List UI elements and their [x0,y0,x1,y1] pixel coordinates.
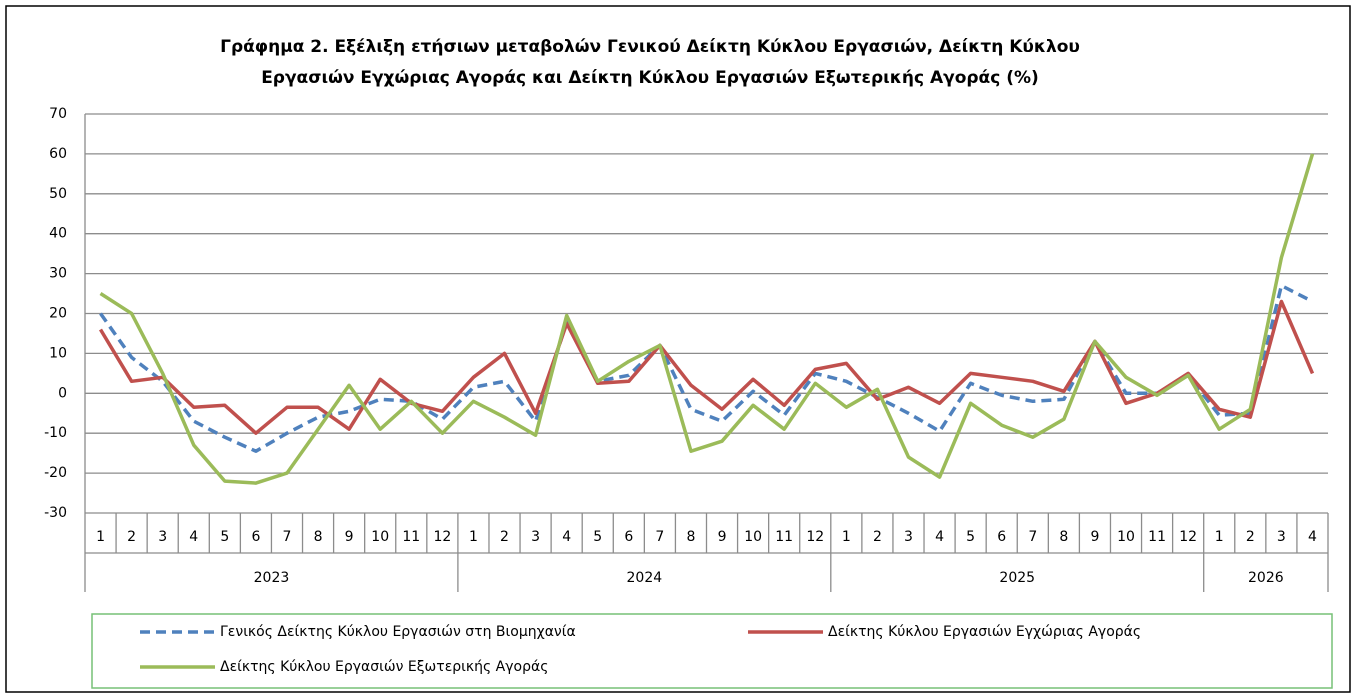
x-tick-label: 1 [842,529,851,545]
x-tick-label: 6 [251,529,260,545]
chart-title: Γράφημα 2. Εξέλιξη ετήσιων μεταβολών Γεν… [220,37,1080,57]
x-tick-label: 4 [935,529,944,545]
x-tick-label: 9 [718,529,727,545]
x-tick-label: 3 [904,529,913,545]
x-tick-label: 4 [1308,529,1317,545]
group-label: 2026 [1248,570,1284,586]
x-tick-label: 1 [469,529,478,545]
x-tick-label: 1 [96,529,105,545]
x-tick-label: 10 [1117,529,1135,545]
x-tick-label: 11 [775,529,793,545]
x-tick-label: 3 [531,529,540,545]
chart-frame [5,5,1351,693]
x-tick-label: 11 [402,529,420,545]
y-tick-label: -20 [44,465,67,481]
x-tick-label: 10 [744,529,762,545]
legend-label: Δείκτης Κύκλου Εργασιών Εξωτερικής Αγορά… [220,659,548,675]
x-tick-label: 7 [655,529,664,545]
y-tick-label: -10 [44,425,67,441]
x-tick-label: 12 [806,529,824,545]
group-label: 2025 [999,570,1035,586]
x-tick-label: 12 [433,529,451,545]
x-tick-label: 11 [1148,529,1166,545]
x-tick-label: 5 [966,529,975,545]
x-tick-label: 2 [1246,529,1255,545]
x-tick-label: 9 [345,529,354,545]
x-tick-label: 7 [1028,529,1037,545]
x-tick-label: 1 [1215,529,1224,545]
y-tick-label: 20 [49,306,67,322]
x-tick-label: 9 [1090,529,1099,545]
series-line [98,299,1315,435]
x-tick-label: 4 [189,529,198,545]
x-tick-label: 6 [624,529,633,545]
legend-label: Δείκτης Κύκλου Εργασιών Εγχώριας Αγοράς [828,624,1141,640]
x-tick-label: 8 [1059,529,1068,545]
x-tick-label: 2 [873,529,882,545]
y-tick-label: -30 [44,505,67,521]
y-tick-label: 40 [49,226,67,242]
x-tick-label: 10 [371,529,389,545]
x-tick-label: 7 [283,529,292,545]
x-tick-label: 2 [500,529,509,545]
series-line [99,283,1314,453]
x-tick-label: 2 [127,529,136,545]
legend-label: Γενικός Δείκτης Κύκλου Εργασιών στη Βιομ… [220,624,576,640]
x-tick-label: 5 [220,529,229,545]
chart-title: Εργασιών Εγχώριας Αγοράς και Δείκτη Κύκλ… [261,68,1039,88]
y-tick-label: 60 [49,146,67,162]
y-tick-label: 10 [49,345,67,361]
group-label: 2023 [254,570,290,586]
x-tick-label: 12 [1179,529,1197,545]
x-tick-label: 4 [562,529,571,545]
y-tick-label: 50 [49,186,67,202]
x-tick-label: 5 [593,529,602,545]
x-tick-label: 8 [687,529,696,545]
y-tick-label: 0 [58,385,67,401]
group-label: 2024 [627,570,663,586]
x-tick-label: 3 [158,529,167,545]
y-tick-label: 70 [49,106,67,122]
series-line [99,153,1315,485]
x-tick-label: 3 [1277,529,1286,545]
x-tick-label: 6 [997,529,1006,545]
y-tick-label: 30 [49,266,67,282]
legend-box [91,613,1333,689]
x-tick-label: 8 [314,529,323,545]
